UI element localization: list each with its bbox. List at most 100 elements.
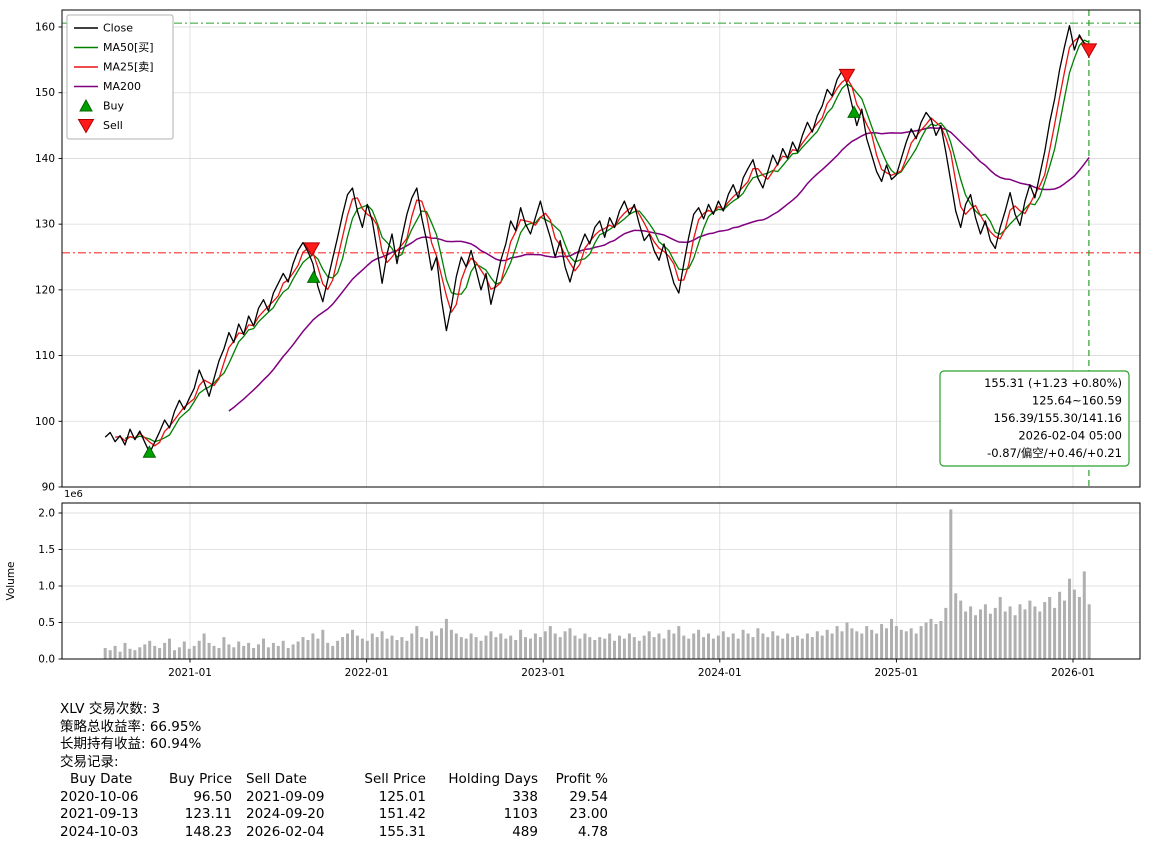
- x-tick-label: 2022-01: [345, 667, 389, 679]
- volume-bar: [1003, 611, 1007, 659]
- volume-bar: [954, 593, 958, 659]
- volume-bar: [375, 637, 379, 659]
- volume-bar: [262, 638, 265, 659]
- price-tick-label: 100: [35, 416, 55, 428]
- trade-table-cell: 2024-09-20: [246, 806, 325, 822]
- volume-bar: [385, 638, 389, 659]
- volume-bar: [217, 648, 221, 659]
- price-tick-label: 120: [35, 284, 55, 296]
- volume-bar: [598, 637, 602, 659]
- volume-bars: [103, 509, 1091, 660]
- volume-bar: [815, 631, 819, 659]
- volume-bar: [568, 628, 572, 659]
- volume-bar: [1018, 604, 1022, 660]
- volume-bar: [939, 621, 943, 659]
- volume-bar: [761, 633, 765, 659]
- volume-bar: [993, 607, 997, 659]
- volume-bar: [1043, 602, 1047, 659]
- volume-bar: [578, 638, 582, 659]
- volume-bar: [687, 638, 691, 659]
- volume-bar: [276, 645, 280, 659]
- volume-bar: [553, 633, 557, 659]
- annotation-line: -0.87/偏空/+0.46/+0.21: [987, 446, 1122, 460]
- volume-bar: [771, 631, 775, 659]
- volume-bar: [123, 642, 127, 659]
- volume-bar: [202, 633, 206, 659]
- volume-bar: [919, 626, 923, 659]
- volume-bar: [786, 633, 790, 659]
- volume-bar: [721, 631, 725, 659]
- volume-bar: [108, 650, 112, 659]
- volume-bar: [533, 633, 537, 659]
- volume-bar: [306, 640, 310, 659]
- volume-bar: [158, 648, 162, 659]
- volume-bar: [440, 628, 443, 659]
- volume-bar: [113, 645, 117, 659]
- volume-bar: [657, 633, 661, 659]
- volume-bar: [390, 635, 394, 659]
- volume-bar: [395, 640, 399, 659]
- volume-bar: [573, 635, 577, 659]
- legend-label: Buy: [103, 100, 125, 113]
- volume-bar: [800, 638, 804, 659]
- volume-bar: [731, 633, 735, 659]
- volume-bar: [138, 647, 142, 659]
- x-tick-label: 2023-01: [521, 667, 565, 679]
- buy-marker: [306, 270, 321, 283]
- volume-bar: [632, 637, 636, 659]
- volume-bar: [1063, 600, 1066, 659]
- volume-bar: [247, 642, 251, 659]
- annotation-line: 156.39/155.30/141.16: [994, 411, 1122, 425]
- sell-marker: [838, 68, 856, 84]
- price-tick-label: 110: [35, 350, 55, 362]
- volume-bar: [563, 631, 567, 659]
- volume-tick-label: 2.0: [38, 508, 55, 520]
- volume-bar: [1087, 604, 1091, 660]
- volume-bar: [652, 637, 656, 659]
- volume-bar: [885, 628, 888, 659]
- volume-bar: [766, 637, 770, 659]
- volume-bar: [524, 637, 527, 659]
- legend-label: MA25[卖]: [103, 61, 154, 74]
- volume-bar: [820, 635, 824, 659]
- trade-table-cell: 2020-10-06: [60, 788, 139, 805]
- axes-labels: 90 100 110 120 130 140 150 160 0.0 0.5 1.0 1.5 2.0 20…: [5, 22, 1095, 680]
- volume-bar: [588, 637, 592, 659]
- volume-bar: [726, 637, 730, 659]
- volume-tick-label: 0.0: [38, 654, 55, 666]
- volume-bar: [781, 638, 785, 659]
- legend-item-sell: Sell: [77, 119, 123, 134]
- volume-bar: [336, 640, 340, 660]
- volume-bar: [311, 633, 315, 659]
- volume-bar: [133, 650, 137, 659]
- trade-table: Buy Date Buy Price Sell Date Sell Price Hold…: [60, 771, 1152, 841]
- volume-bar: [692, 633, 696, 659]
- volume-bar: [504, 638, 508, 659]
- volume-bar: [934, 624, 938, 659]
- volume-bar: [499, 633, 503, 659]
- stats-hold-return: 长期持有收益: 60.94%: [60, 736, 202, 752]
- volume-bar: [751, 637, 755, 659]
- volume-bar: [805, 633, 809, 659]
- volume-bar: [296, 641, 300, 659]
- volume-bar: [346, 633, 349, 659]
- volume-bar: [143, 644, 147, 659]
- volume-bar: [924, 622, 928, 659]
- volume-bar: [894, 626, 898, 659]
- volume-bar: [197, 640, 201, 660]
- volume-bar: [855, 631, 859, 659]
- volume-bar: [103, 648, 107, 659]
- volume-bar: [1028, 600, 1032, 659]
- price-volume-chart: 90 100 110 120 130 140 150 160 0.0 0.5 1.0 1.5 2.0 20…: [5, 9, 1141, 680]
- volume-bar: [825, 629, 829, 659]
- volume-bar: [449, 629, 453, 659]
- volume-bar: [173, 650, 176, 659]
- trade-table-header: Sell Date: [246, 771, 307, 787]
- volume-unit-label: 1e6: [64, 489, 83, 500]
- x-tick-label: 2025-01: [874, 667, 918, 679]
- annotation-line: 125.64~160.59: [1032, 394, 1122, 408]
- volume-bar: [756, 628, 760, 659]
- volume-bar: [791, 637, 795, 659]
- volume-bar: [711, 638, 715, 659]
- trade-table-cell: 29.54: [569, 788, 608, 805]
